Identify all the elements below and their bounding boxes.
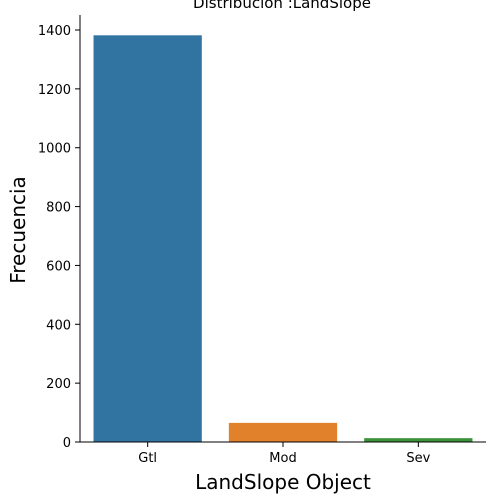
y-axis-title: Frecuencia: [6, 176, 30, 284]
y-tick-label: 400: [46, 318, 71, 333]
bar-gtl: [93, 35, 202, 443]
x-axis-title: LandSlope Object: [195, 470, 371, 494]
x-tick-label: Gtl: [138, 451, 157, 466]
x-tick-label: Mod: [269, 451, 296, 466]
chart-title: Distribución :LandSlope: [193, 0, 371, 12]
y-tick-label: 600: [46, 259, 71, 274]
y-axis-ticks: 0 200 400 600 800 1000 1200 1400: [38, 24, 80, 451]
x-axis-ticks: Gtl Mod Sev: [138, 442, 431, 466]
y-tick-label: 1000: [38, 142, 71, 157]
bar-sev: [364, 438, 473, 442]
y-tick-label: 1400: [38, 24, 71, 39]
bars-group: [93, 35, 473, 443]
y-tick-label: 1200: [38, 83, 71, 98]
bar-mod: [228, 422, 338, 442]
y-tick-label: 0: [63, 436, 71, 451]
y-tick-label: 200: [46, 377, 71, 392]
x-tick-label: Sev: [406, 451, 430, 466]
y-tick-label: 800: [46, 201, 71, 216]
